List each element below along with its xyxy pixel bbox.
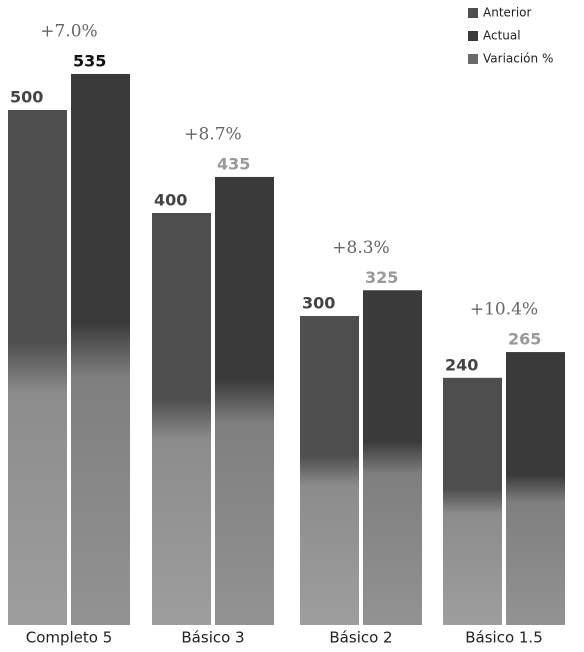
value-label: 265 xyxy=(508,330,541,349)
value-label: 500 xyxy=(10,88,43,107)
variation-label: +8.3% xyxy=(332,238,389,258)
bar-shade xyxy=(363,290,422,625)
value-label: 400 xyxy=(154,191,187,210)
variation-label: +7.0% xyxy=(40,21,97,41)
value-label: 535 xyxy=(73,51,106,70)
x-tick-label: Completo 5 xyxy=(26,629,113,647)
x-tick-label: Básico 2 xyxy=(329,629,392,647)
variation-label: +8.7% xyxy=(184,124,241,144)
bar-shade xyxy=(215,176,274,625)
bar-shade xyxy=(8,110,67,625)
bar-shade xyxy=(506,352,565,625)
legend-swatch xyxy=(468,8,478,18)
variation-label: +10.4% xyxy=(470,300,538,320)
x-tick-label: Básico 3 xyxy=(181,629,244,647)
value-label: 240 xyxy=(445,355,478,374)
bar-shade xyxy=(71,73,130,625)
bar-shade xyxy=(300,316,359,625)
legend-label: Variación % xyxy=(483,52,553,66)
legend-swatch xyxy=(468,31,478,41)
value-label: 435 xyxy=(217,154,250,173)
legend-label: Actual xyxy=(483,29,521,43)
bar-shade xyxy=(443,377,502,625)
value-label: 325 xyxy=(365,268,398,287)
legend-swatch xyxy=(468,54,478,64)
value-label: 300 xyxy=(302,294,335,313)
bar-shade xyxy=(152,213,211,625)
legend-label: Anterior xyxy=(483,6,532,20)
x-tick-label: Básico 1.5 xyxy=(465,629,543,647)
